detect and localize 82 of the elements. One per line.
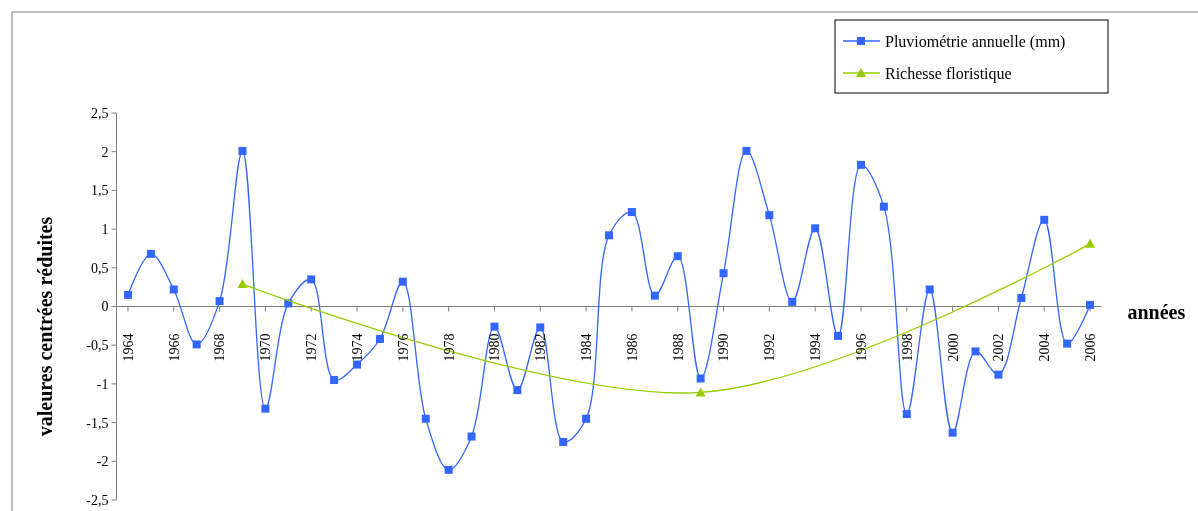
x-tick-label: 2004 (1037, 333, 1053, 362)
point (1085, 238, 1096, 248)
point (673, 252, 682, 261)
point (1086, 300, 1095, 309)
point (192, 340, 201, 349)
x-tick-label: 1986 (624, 333, 640, 362)
point (650, 291, 659, 300)
y-tick-label: -0,5 (86, 338, 109, 354)
x-tick-label: 1974 (349, 333, 365, 362)
point (811, 224, 820, 233)
point (237, 279, 248, 289)
point (353, 360, 362, 369)
point (307, 275, 316, 284)
point (971, 347, 980, 356)
x-tick-label: 1978 (441, 333, 457, 362)
x-tick-label: 2002 (991, 333, 1007, 362)
legend-label: Richesse floristique (885, 64, 1012, 83)
point (1063, 339, 1072, 348)
x-tick-label: 1968 (212, 333, 228, 362)
point (513, 386, 522, 395)
x-tick-label: 1980 (487, 333, 503, 362)
x-tick-label: 1972 (304, 333, 320, 362)
point (605, 231, 613, 240)
x-tick-label: 1996 (853, 333, 869, 362)
point (627, 208, 636, 217)
x-tick-label: 1984 (578, 333, 594, 362)
point (467, 432, 476, 441)
point (742, 146, 751, 155)
x-tick-label: 2000 (945, 333, 961, 362)
point (169, 285, 178, 294)
point (261, 404, 270, 413)
y-tick-label: 2,5 (91, 105, 109, 121)
x-tick-label: 1990 (716, 333, 732, 362)
point (695, 387, 706, 397)
x-axis-title: années (1127, 300, 1186, 323)
legend-label: Pluviométrie annuelle (mm) (885, 32, 1066, 51)
point (879, 202, 888, 211)
point (123, 290, 132, 299)
point (902, 410, 911, 419)
point (925, 285, 934, 294)
x-tick-label: 1966 (166, 333, 182, 362)
y-tick-label: -1,5 (86, 415, 109, 431)
point (834, 331, 843, 340)
point (765, 211, 774, 220)
x-tick-label: 1982 (533, 333, 549, 362)
y-tick-label: 1,5 (91, 183, 109, 199)
point (421, 414, 430, 423)
point (1040, 215, 1049, 224)
y-tick-label: 2 (101, 144, 109, 160)
point (238, 146, 247, 155)
x-tick-label: 1992 (762, 333, 778, 362)
point (696, 374, 705, 383)
x-tick-label: 1970 (258, 333, 274, 362)
point (856, 160, 865, 169)
point (536, 323, 545, 332)
x-tick-label: 1976 (395, 333, 411, 362)
y-tick-label: 1 (101, 222, 109, 237)
x-tick-label: 2006 (1082, 333, 1098, 362)
point (788, 297, 797, 306)
y-tick-label: -2,5 (86, 492, 109, 508)
point (330, 376, 339, 385)
point (490, 322, 499, 331)
point (1017, 293, 1026, 302)
x-tick-label: 1964 (120, 333, 136, 362)
point (559, 437, 568, 446)
y-tick-label: -2 (96, 454, 109, 470)
point (146, 249, 155, 258)
point (398, 277, 407, 286)
point (719, 269, 728, 278)
x-tick-label: 1998 (899, 333, 915, 362)
point (582, 414, 591, 423)
y-axis-title: valeures centrées réduites (34, 216, 56, 437)
y-tick-label: 0,5 (91, 260, 109, 276)
point (994, 370, 1003, 379)
point (375, 335, 384, 344)
x-tick-label: 1994 (808, 333, 824, 362)
x-tick-label: 1988 (670, 333, 686, 362)
y-tick-label: 0 (101, 299, 109, 315)
point (948, 428, 957, 437)
point (215, 297, 224, 306)
y-tick-label: -1 (96, 376, 109, 392)
point (444, 465, 453, 474)
